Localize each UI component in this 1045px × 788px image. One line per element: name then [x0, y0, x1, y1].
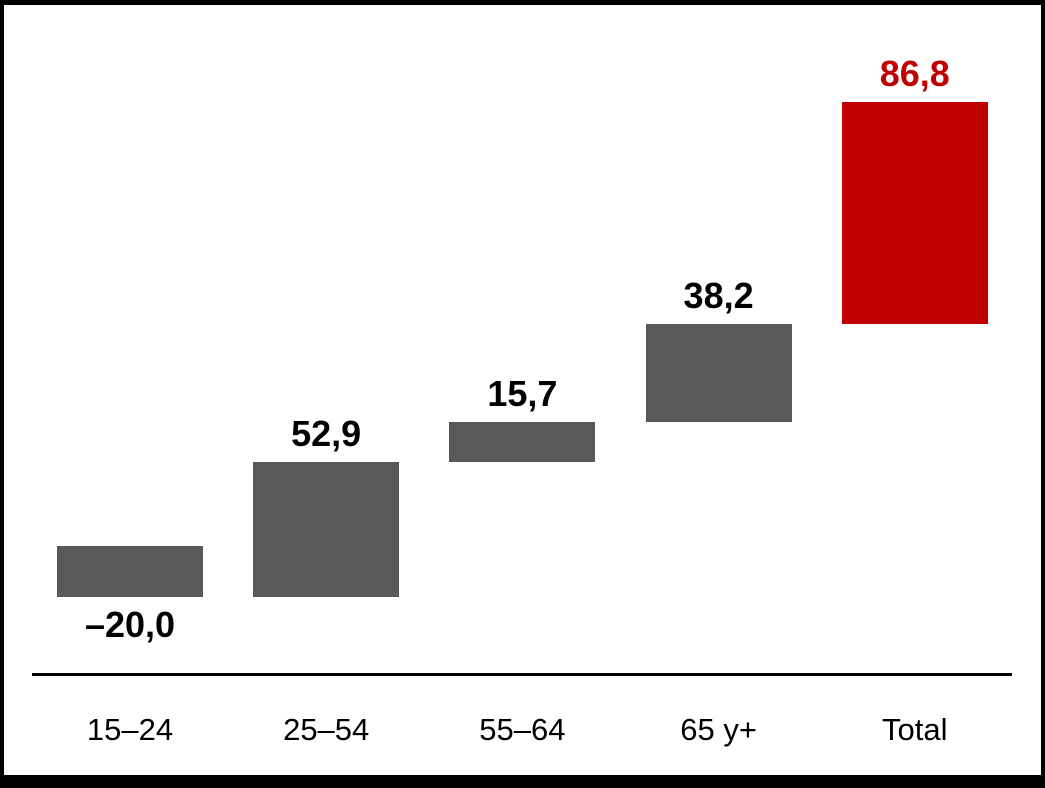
x-axis-line	[32, 673, 1012, 676]
value-label-55-64: 15,7	[487, 372, 558, 414]
category-label-55-64: 55–64	[479, 712, 566, 747]
bar-total	[841, 101, 988, 324]
bar-15-24	[57, 546, 203, 598]
value-label-25-54: 52,9	[291, 412, 362, 454]
value-label-65-y-: 38,2	[683, 274, 754, 316]
bar-65-y-	[645, 323, 792, 422]
category-label-15-24: 15–24	[86, 712, 174, 747]
waterfall-chart: –20,0 15–24 52,9 25–54 15,7 55–64 38,2 65 y+ 86,…	[4, 5, 1041, 775]
category-label-total: Total	[882, 712, 948, 747]
category-label-25-54: 25–54	[283, 712, 370, 747]
bar-25-54	[253, 461, 400, 598]
category-label-65-y-: 65 y+	[680, 712, 757, 747]
bar-55-64	[449, 421, 596, 462]
value-label-15-24: –20,0	[84, 604, 176, 646]
value-label-total: 86,8	[879, 52, 950, 94]
